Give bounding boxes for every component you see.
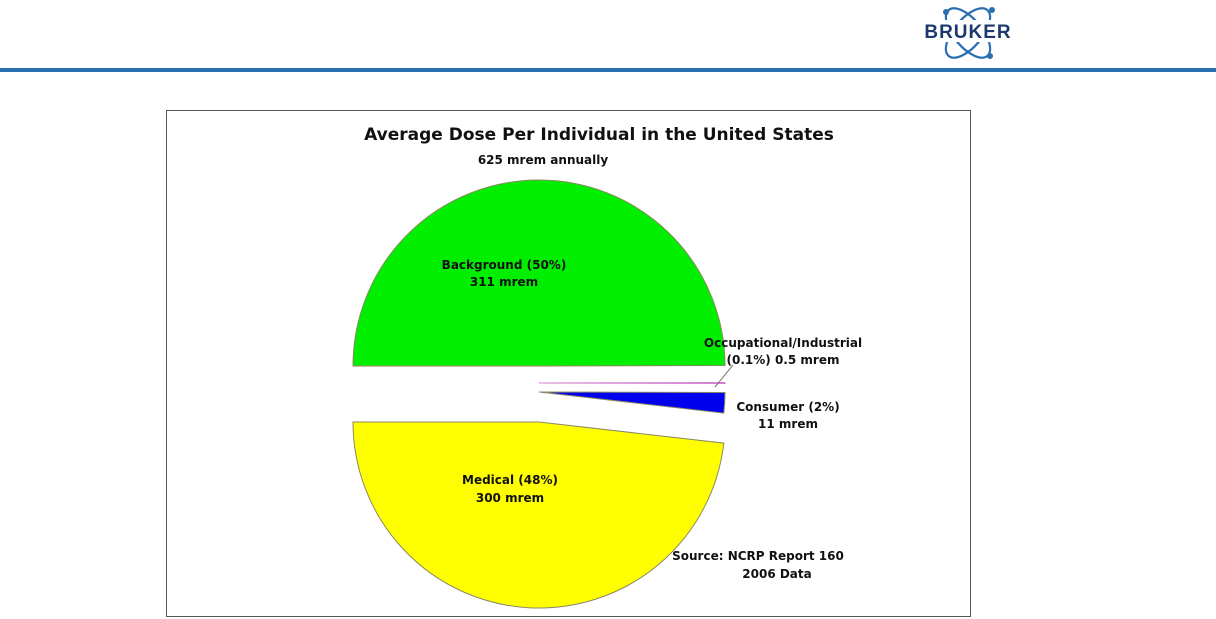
occupational-label: Occupational/Industrial bbox=[704, 336, 862, 350]
medical-label: Medical (48%) bbox=[462, 473, 558, 487]
consumer-label: Consumer (2%) bbox=[736, 400, 839, 414]
pie-slice-background bbox=[352, 179, 726, 367]
pie-chart: Average Dose Per Individual in the Unite… bbox=[352, 125, 862, 609]
bruker-logo: BRUKER bbox=[916, 7, 1020, 59]
chart-title: Average Dose Per Individual in the Unite… bbox=[364, 125, 834, 145]
chart-subtitle: 625 mrem annually bbox=[478, 153, 609, 167]
occupational-value: (0.1%) 0.5 mrem bbox=[727, 353, 840, 367]
background-label: Background (50%) bbox=[442, 258, 567, 272]
pie-slice-consumer bbox=[538, 391, 726, 414]
pie-slice-medical bbox=[352, 421, 725, 609]
source-line-1: Source: NCRP Report 160 bbox=[672, 549, 844, 563]
chart-container: Average Dose Per Individual in the Unite… bbox=[166, 110, 971, 617]
header-divider bbox=[0, 68, 1216, 72]
source-line-2: 2006 Data bbox=[742, 567, 811, 581]
consumer-value: 11 mrem bbox=[758, 417, 818, 431]
occupational-leader-line bbox=[714, 364, 734, 388]
background-value: 311 mrem bbox=[470, 275, 538, 289]
logo-text: BRUKER bbox=[924, 22, 1011, 43]
medical-value: 300 mrem bbox=[476, 491, 544, 505]
pie-slice-occupational-industrial bbox=[538, 382, 726, 384]
